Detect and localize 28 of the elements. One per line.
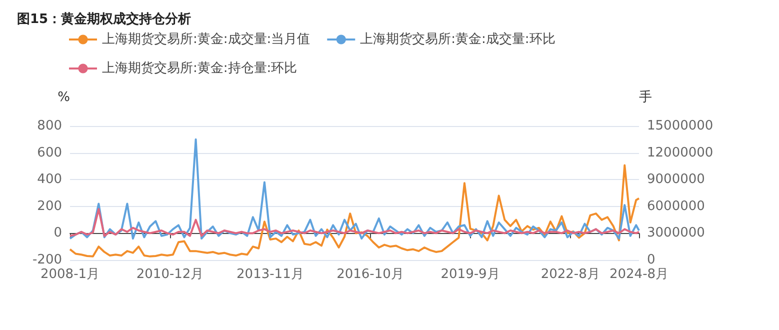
line-series	[69, 208, 640, 237]
x-tick-label: 2016-10月	[336, 267, 404, 282]
y2-tick-label: 6000000	[647, 198, 705, 214]
legend-label: 上海期货交易所:黄金:成交量:环比	[360, 31, 556, 47]
chart-title: 图15：黄金期权成交持仓分析	[17, 11, 192, 27]
y2-tick-label: 15000000	[647, 118, 714, 134]
line-series	[69, 138, 640, 240]
y2-tick-label: 3000000	[647, 226, 705, 241]
y2-tick-label: 9000000	[647, 172, 705, 188]
x-tick-label: 2008-1月	[40, 267, 100, 282]
y2-tick-label: 0	[647, 252, 656, 268]
x-tick-label: 2022-8月	[540, 267, 600, 282]
x-tick-label: 2010-12月	[136, 267, 204, 282]
y-tick-label: 600	[37, 145, 62, 160]
y-tick-label: -200	[32, 252, 62, 268]
legend-label: 上海期货交易所:黄金:成交量:当月值	[102, 31, 310, 47]
y-tick-label: 0	[54, 226, 62, 241]
y-axis-title: %	[58, 90, 70, 105]
x-tick-label: 2024-8月	[609, 267, 669, 282]
line-series	[69, 164, 640, 258]
y2-tick-label: 12000000	[647, 145, 714, 160]
y-tick-label: 200	[37, 198, 62, 214]
y-tick-label: 400	[37, 172, 62, 188]
y-tick-label: 800	[37, 118, 62, 134]
y2-axis-title: 手	[639, 90, 652, 105]
x-tick-label: 2013-11月	[236, 267, 304, 282]
x-tick-label: 2019-9月	[440, 267, 500, 282]
legend-label: 上海期货交易所:黄金:持仓量:环比	[102, 60, 298, 76]
